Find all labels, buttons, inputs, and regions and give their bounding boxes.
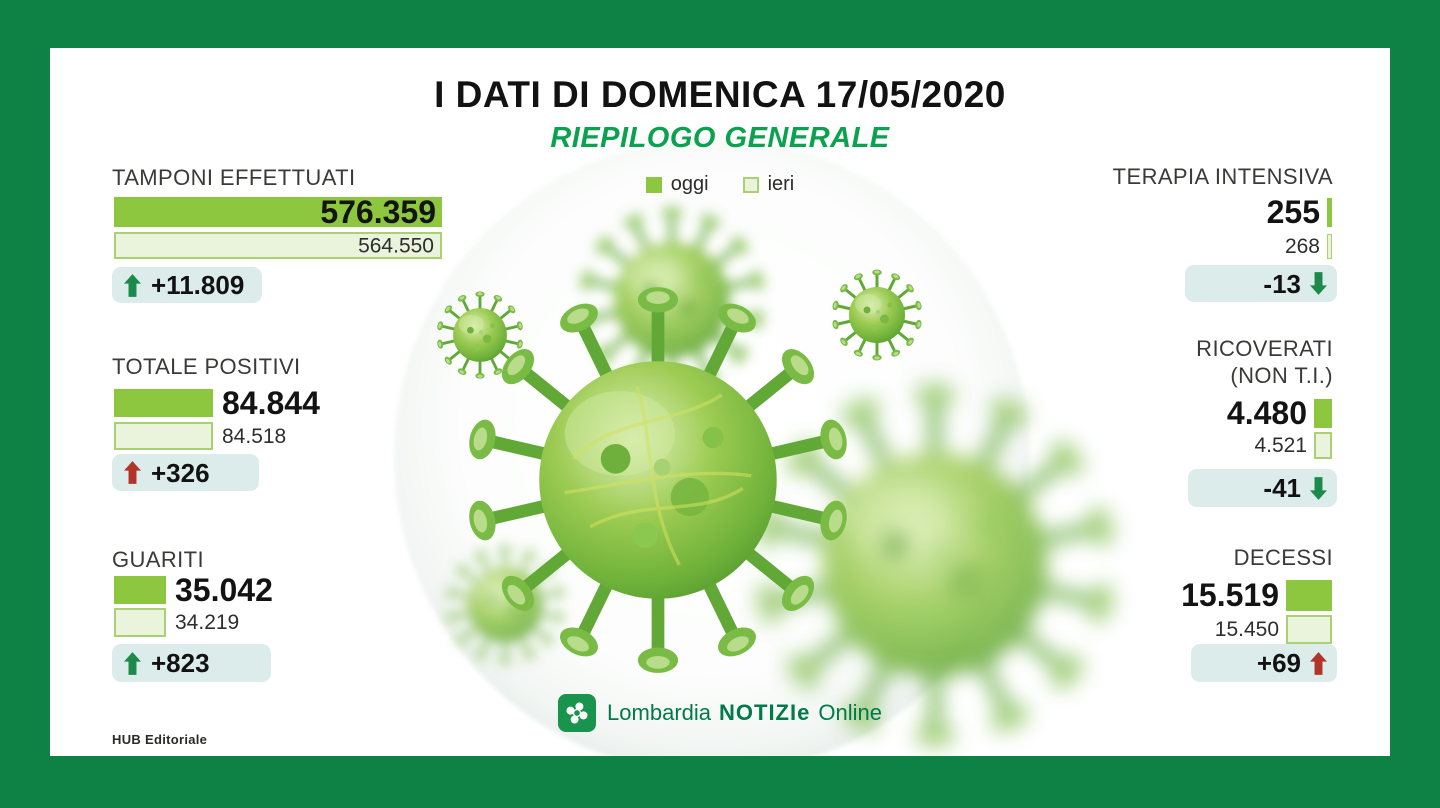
up-arrow-icon (124, 273, 141, 297)
up-arrow-icon (124, 651, 141, 675)
stat-label-guariti: GUARITI (112, 547, 205, 572)
brand-suffix: Online (818, 700, 882, 725)
rosa-camuna-icon (558, 694, 597, 732)
lombardia-notizie-logo: Lombardia NOTIZIe Online (50, 694, 1390, 732)
delta-badge-tamponi: +11.809 (112, 267, 262, 303)
row-yesterday-guariti: 34.219 (114, 608, 239, 637)
stat-sublabel-ricoverati: (NON T.I.) (1230, 363, 1333, 388)
value-today-ricoverati: 4.480 (1226, 395, 1307, 431)
row-today-positivi: 84.844 (114, 385, 320, 421)
delta-badge-decessi: +69 (1191, 644, 1337, 682)
value-today-tamponi: 576.359 (320, 194, 436, 230)
delta-value-ricoverati: -41 (1263, 473, 1301, 503)
delta-value-tamponi: +11.809 (151, 270, 245, 300)
bar-yesterday-guariti (114, 608, 166, 637)
value-yesterday-terapia-intensiva: 268 (1284, 235, 1320, 258)
value-today-decessi: 15.519 (1181, 577, 1279, 613)
stat-label-tamponi: TAMPONI EFFETTUATI (112, 165, 356, 190)
infographic-card: I DATI DI DOMENICA 17/05/2020 RIEPILOGO … (50, 48, 1390, 756)
stat-label-ricoverati: RICOVERATI (1196, 336, 1333, 361)
row-today-ricoverati: 4.480 (1226, 395, 1332, 431)
delta-value-decessi: +69 (1256, 648, 1301, 678)
coronavirus-illustration (394, 138, 1117, 756)
logo-text: Lombardia NOTIZIe Online (607, 700, 882, 726)
rosa-camuna-glyph (566, 702, 588, 724)
value-yesterday-positivi: 84.518 (222, 424, 287, 448)
legend-today-swatch (645, 176, 662, 193)
bar-today-decessi (1286, 579, 1332, 611)
value-today-positivi: 84.844 (222, 385, 320, 421)
value-yesterday-tamponi: 564.550 (358, 234, 434, 257)
value-today-terapia-intensiva: 255 (1266, 194, 1320, 230)
bar-yesterday-tamponi: 564.550 (114, 232, 442, 259)
up-arrow-icon (1310, 651, 1327, 675)
bar-yesterday-positivi (114, 422, 213, 450)
value-yesterday-ricoverati: 4.521 (1254, 434, 1307, 457)
legend-yesterday-swatch (742, 176, 759, 193)
row-yesterday-decessi: 15.450 (1215, 615, 1332, 644)
bar-today-ricoverati (1314, 398, 1332, 428)
row-yesterday-positivi: 84.518 (114, 422, 286, 450)
bar-yesterday-ricoverati (1314, 432, 1332, 459)
bar-yesterday-terapia-intensiva (1327, 234, 1332, 259)
bar-today-terapia-intensiva (1327, 197, 1332, 227)
stat-label-terapia-intensiva: TERAPIA INTENSIVA (1112, 164, 1333, 189)
brand-region: Lombardia (607, 700, 711, 725)
down-arrow-icon (1310, 476, 1327, 500)
delta-badge-positivi: +326 (112, 454, 259, 491)
credit-text: HUB Editoriale (112, 732, 208, 747)
delta-value-positivi: +326 (151, 457, 210, 488)
page-title: I DATI DI DOMENICA 17/05/2020 (434, 74, 1006, 115)
bar-today-guariti (114, 576, 166, 604)
legend: oggi ieri (50, 173, 1390, 196)
row-today-guariti: 35.042 (114, 572, 273, 608)
brand-name: NOTIZIe (719, 700, 811, 725)
row-today-decessi: 15.519 (1181, 579, 1332, 611)
page-subtitle: RIEPILOGO GENERALE (550, 122, 890, 154)
legend-yesterday-label: ieri (767, 173, 795, 195)
bar-today-tamponi: 576.359 (114, 194, 442, 230)
delta-badge-terapia-intensiva: -13 (1185, 265, 1337, 302)
legend-today-label: oggi (670, 173, 709, 195)
value-yesterday-guariti: 34.219 (175, 611, 240, 634)
bar-yesterday-decessi (1286, 615, 1332, 644)
row-yesterday-terapia-intensiva: 268 (1285, 234, 1332, 259)
delta-value-guariti: +823 (151, 648, 210, 678)
value-today-guariti: 35.042 (175, 572, 273, 608)
bar-today-positivi (114, 389, 213, 417)
up-arrow-icon (124, 461, 141, 484)
row-today-terapia-intensiva: 255 (1266, 194, 1332, 230)
stat-label-decessi: DECESSI (1233, 545, 1333, 570)
delta-badge-ricoverati: -41 (1188, 469, 1337, 507)
stat-label-positivi: TOTALE POSITIVI (112, 354, 301, 379)
row-yesterday-ricoverati: 4.521 (1254, 432, 1332, 459)
value-yesterday-decessi: 15.450 (1214, 618, 1279, 641)
delta-badge-guariti: +823 (112, 644, 271, 682)
down-arrow-icon (1310, 272, 1327, 295)
delta-value-terapia-intensiva: -13 (1263, 268, 1301, 299)
